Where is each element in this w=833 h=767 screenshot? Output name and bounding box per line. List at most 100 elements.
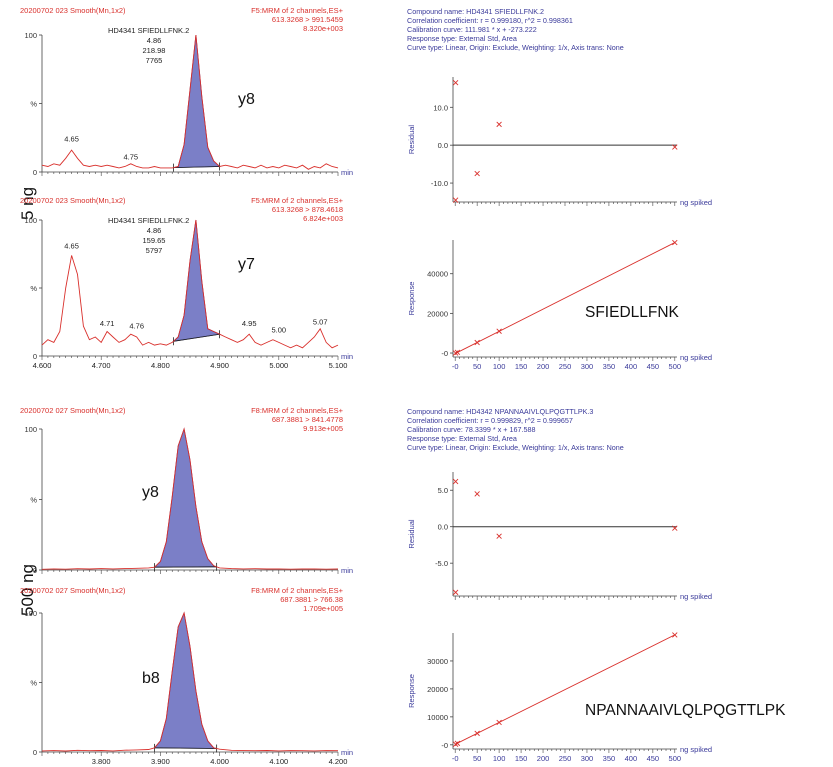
chrom-header-left: 20200702 023 Smooth(Mn,1x2)	[20, 196, 126, 205]
calib-info-line: Calibration curve: 78.3399 * x + 167.588	[407, 425, 535, 434]
peptide-name: NPANNAAIVLQLPQGTTLPK	[585, 702, 786, 719]
plot-x-tick-label: 450	[647, 754, 660, 763]
calib-info-line: Compound name: HD4341 SFIEDLLFNK.2	[407, 7, 544, 16]
plot-x-tick-label: 200	[537, 754, 550, 763]
calibration-sfiedllfnk: ng spiked 40000 20000 -0 Response -0 50 100 150 2…	[407, 239, 712, 371]
data-point	[496, 719, 502, 726]
data-point	[672, 144, 678, 150]
plot-y-tick-label: 0.0	[438, 523, 448, 532]
chrom-peak-info: 218.98	[143, 46, 166, 55]
calibration-fit-line	[454, 242, 676, 354]
chrom-ion-label: y7	[238, 256, 255, 273]
plot-y-tick-label: -5.0	[435, 559, 448, 568]
data-point-stroke	[474, 730, 480, 737]
chrom-peak-label: 5.00	[271, 326, 286, 335]
chrom-x-tick-label: 3.900	[151, 757, 170, 766]
data-point-stroke	[452, 478, 459, 485]
chrom-peak-baseline	[173, 166, 220, 169]
chrom-header-right-line: 687.3881 > 766.38	[280, 595, 343, 604]
data-point-stroke	[496, 719, 502, 726]
chrom-ion-label: y8	[142, 484, 159, 501]
chrom-x-tick-label: 4.800	[151, 361, 170, 370]
plot-x-label: ng spiked	[680, 745, 712, 754]
plot-y-tick-label: 20000	[427, 309, 448, 318]
data-point	[474, 170, 480, 177]
chrom-header-right-line: 613.3268 > 878.4618	[272, 205, 343, 214]
chrom-compound-name: HD4341 SFIEDLLFNK.2	[108, 26, 189, 35]
data-point-stroke	[452, 79, 459, 86]
chrom-header-right-line: F5:MRM of 2 channels,ES+	[251, 6, 344, 15]
data-point	[452, 350, 459, 356]
chrom-x-tick-label: 3.800	[92, 757, 111, 766]
chrom-peak-label: 4.71	[100, 319, 115, 328]
data-point	[452, 589, 459, 596]
chrom-peak-label: 4.65	[64, 135, 79, 144]
chrom-header-left: 20200702 023 Smooth(Mn,1x2)	[20, 6, 126, 15]
data-point	[474, 730, 480, 737]
plot-y-tick-label: 20000	[427, 685, 448, 694]
plot-x-tick-label: 200	[537, 362, 550, 371]
residual-sfiedllfnk: Compound name: HD4341 SFIEDLLFNK.2Correl…	[407, 7, 712, 207]
chrom-y-tick-label: %	[30, 679, 37, 688]
data-point-stroke	[474, 170, 480, 177]
chrom-header-right-line: 613.3268 > 991.5459	[272, 15, 343, 24]
plot-x-label: ng spiked	[680, 353, 712, 362]
plot-x-tick-label: -0	[452, 362, 459, 371]
chrom-x-tick-label: 4.100	[269, 757, 288, 766]
plot-x-tick-label: 150	[515, 754, 528, 763]
chrom-x-unit: min	[341, 566, 353, 575]
calib-info-line: Curve type: Linear, Origin: Exclude, Wei…	[407, 443, 624, 452]
chrom-x-tick-label: 4.700	[92, 361, 111, 370]
plot-y-tick-label: 40000	[427, 270, 448, 279]
chrom-ion-label: b8	[142, 670, 160, 687]
chrom-ion-label: y8	[238, 91, 255, 108]
chrom-500ng-b8: 20200702 027 Smooth(Mn,1x2) F8:MRM of 2 c…	[20, 586, 353, 766]
plot-y-tick-label: 10.0	[433, 103, 448, 112]
plot-x-tick-label: 450	[647, 362, 660, 371]
chrom-peak-info: 5797	[146, 246, 163, 255]
plot-x-tick-label: 350	[603, 754, 616, 763]
chrom-trace	[41, 427, 339, 570]
chrom-peak-label: 4.65	[64, 241, 79, 250]
chrom-y-tick-label: %	[30, 496, 37, 505]
plot-x-tick-label: 100	[493, 754, 506, 763]
plot-x-tick-label: 50	[473, 754, 481, 763]
plot-y-tick-label: 30000	[427, 657, 448, 666]
chrom-header-right-line: 8.320e+003	[303, 24, 343, 33]
chrom-peak-info: 159.65	[143, 236, 166, 245]
chrom-header-left: 20200702 027 Smooth(Mn,1x2)	[20, 586, 126, 595]
data-point	[452, 741, 459, 747]
chrom-trace	[41, 611, 339, 752]
chrom-trace	[41, 219, 339, 349]
data-point	[672, 525, 678, 531]
plot-y-label: Response	[407, 282, 416, 316]
calib-info-line: Compound name: HD4342 NPANNAAIVLQLPQGTTL…	[407, 407, 593, 416]
chrom-x-tick-label: 5.000	[269, 361, 288, 370]
plot-x-tick-label: -0	[452, 754, 459, 763]
data-point-stroke	[452, 589, 459, 596]
data-point-stroke	[672, 632, 678, 638]
chrom-x-tick-label: 4.600	[33, 361, 52, 370]
calib-info-line: Response type: External Std, Area	[407, 34, 517, 43]
plot-y-tick-label: -0	[441, 349, 448, 358]
data-point	[474, 491, 480, 497]
data-point-stroke	[454, 740, 461, 747]
plot-x-tick-label: 500	[669, 754, 682, 763]
plot-y-tick-label: -0	[441, 741, 448, 750]
chrom-peak-info: 7765	[146, 56, 163, 65]
chrom-peak-baseline	[173, 333, 220, 342]
residual-npannaaivlqlpqgttlpk: Compound name: HD4342 NPANNAAIVLQLPQGTTL…	[407, 407, 712, 601]
chrom-y-tick-label: 0	[33, 566, 37, 575]
plot-y-tick-label: 5.0	[438, 486, 448, 495]
data-point-stroke	[672, 239, 678, 246]
data-point-stroke	[474, 339, 480, 346]
data-point	[452, 197, 459, 203]
chrom-header-right-line: 1.709e+005	[303, 604, 343, 613]
chrom-header-right-line: 9.913e+005	[303, 424, 343, 433]
chrom-x-unit: min	[341, 748, 353, 757]
calib-info-line: Correlation coefficient: r = 0.999180, r…	[407, 16, 573, 25]
plot-x-tick-label: 300	[581, 754, 594, 763]
chrom-y-tick-label: %	[30, 100, 37, 109]
chrom-peak-info: 4.86	[147, 226, 162, 235]
chrom-header-right-line: 6.824e+003	[303, 214, 343, 223]
